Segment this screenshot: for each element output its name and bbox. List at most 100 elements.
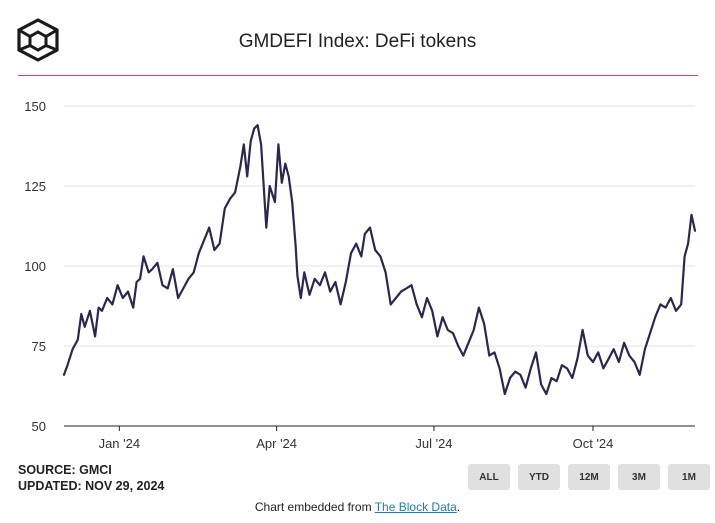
data-point[interactable] bbox=[690, 214, 693, 216]
the-block-data-link[interactable]: The Block Data bbox=[374, 500, 457, 514]
data-point[interactable] bbox=[659, 303, 662, 306]
data-point[interactable] bbox=[389, 303, 392, 306]
data-point[interactable] bbox=[467, 342, 470, 344]
data-point[interactable] bbox=[400, 290, 402, 293]
data-point[interactable] bbox=[142, 255, 145, 258]
data-point[interactable] bbox=[524, 386, 527, 389]
data-point[interactable] bbox=[530, 367, 532, 370]
data-point[interactable] bbox=[457, 345, 460, 347]
data-point[interactable] bbox=[218, 242, 221, 245]
data-point[interactable] bbox=[291, 201, 294, 203]
data-point[interactable] bbox=[561, 364, 563, 367]
data-point[interactable] bbox=[208, 226, 210, 229]
data-point[interactable] bbox=[249, 140, 252, 142]
data-point[interactable] bbox=[415, 303, 418, 306]
data-point[interactable] bbox=[127, 290, 129, 293]
data-point[interactable] bbox=[151, 268, 153, 270]
data-point[interactable] bbox=[694, 230, 696, 232]
data-point[interactable] bbox=[493, 351, 496, 354]
data-point[interactable] bbox=[284, 162, 287, 165]
data-point[interactable] bbox=[268, 185, 271, 187]
data-point[interactable] bbox=[265, 226, 268, 229]
data-point[interactable] bbox=[441, 316, 444, 318]
data-point[interactable] bbox=[618, 361, 620, 363]
range-3m-button[interactable]: 3M bbox=[618, 464, 660, 490]
data-point[interactable] bbox=[535, 351, 537, 354]
data-point[interactable] bbox=[405, 287, 408, 290]
data-point[interactable] bbox=[192, 271, 195, 274]
data-point[interactable] bbox=[66, 364, 69, 367]
data-point[interactable] bbox=[97, 306, 100, 309]
data-point[interactable] bbox=[106, 297, 108, 299]
data-point[interactable] bbox=[229, 198, 231, 200]
data-point[interactable] bbox=[80, 313, 83, 315]
data-point[interactable] bbox=[687, 242, 689, 245]
data-point[interactable] bbox=[300, 297, 302, 299]
data-point[interactable] bbox=[239, 166, 242, 168]
data-point[interactable] bbox=[287, 175, 290, 178]
data-point[interactable] bbox=[509, 377, 511, 379]
data-point[interactable] bbox=[243, 143, 245, 146]
data-point[interactable] bbox=[246, 175, 248, 178]
data-point[interactable] bbox=[122, 297, 124, 299]
data-point[interactable] bbox=[147, 271, 150, 274]
data-point[interactable] bbox=[294, 246, 297, 248]
data-point[interactable] bbox=[345, 281, 347, 283]
data-point[interactable] bbox=[472, 329, 475, 331]
data-point[interactable] bbox=[545, 393, 548, 395]
range-ytd-button[interactable]: YTD bbox=[518, 464, 560, 490]
data-point[interactable] bbox=[550, 377, 553, 379]
data-point[interactable] bbox=[364, 233, 366, 235]
data-point[interactable] bbox=[374, 249, 377, 251]
data-point[interactable] bbox=[571, 377, 574, 379]
line-chart[interactable]: 50 75 100 125 150 Jan '24 Apr '24 Jul '24 Oct '… bbox=[0, 80, 715, 458]
data-point[interactable] bbox=[94, 335, 96, 338]
data-point[interactable] bbox=[172, 268, 174, 270]
data-point[interactable] bbox=[395, 297, 397, 299]
data-point[interactable] bbox=[111, 303, 114, 306]
data-point[interactable] bbox=[101, 310, 103, 312]
data-point[interactable] bbox=[350, 252, 352, 254]
data-point[interactable] bbox=[324, 271, 326, 274]
data-point[interactable] bbox=[89, 310, 91, 312]
data-point[interactable] bbox=[71, 348, 74, 351]
data-point[interactable] bbox=[675, 310, 677, 312]
data-point[interactable] bbox=[514, 370, 516, 373]
data-point[interactable] bbox=[177, 297, 179, 299]
data-point[interactable] bbox=[303, 271, 306, 274]
range-1m-button[interactable]: 1M bbox=[668, 464, 710, 490]
range-12m-button[interactable]: 12M bbox=[568, 464, 610, 490]
data-point[interactable] bbox=[329, 290, 332, 293]
data-point[interactable] bbox=[360, 255, 363, 258]
data-point[interactable] bbox=[132, 306, 134, 309]
data-point[interactable] bbox=[203, 239, 205, 242]
data-point[interactable] bbox=[607, 358, 610, 360]
the-block-logo-icon[interactable] bbox=[16, 18, 60, 62]
data-point[interactable] bbox=[260, 143, 262, 146]
data-point[interactable] bbox=[426, 297, 428, 299]
data-point[interactable] bbox=[410, 284, 413, 286]
data-point[interactable] bbox=[224, 207, 226, 210]
range-all-button[interactable]: ALL bbox=[468, 464, 510, 490]
data-point[interactable] bbox=[592, 361, 594, 363]
data-point[interactable] bbox=[135, 281, 138, 283]
data-point[interactable] bbox=[664, 306, 667, 309]
data-point[interactable] bbox=[319, 284, 321, 286]
data-point[interactable] bbox=[597, 351, 599, 354]
data-point[interactable] bbox=[633, 361, 636, 363]
data-point[interactable] bbox=[256, 124, 259, 126]
data-point[interactable] bbox=[139, 278, 141, 280]
data-point[interactable] bbox=[296, 274, 299, 277]
data-point[interactable] bbox=[274, 201, 276, 203]
data-point[interactable] bbox=[478, 306, 480, 309]
data-point[interactable] bbox=[649, 332, 651, 334]
data-point[interactable] bbox=[644, 348, 646, 351]
series-line-gmdefi[interactable] bbox=[62, 124, 697, 396]
data-point[interactable] bbox=[116, 284, 119, 286]
data-point[interactable] bbox=[234, 191, 236, 194]
data-point[interactable] bbox=[576, 358, 579, 360]
data-point[interactable] bbox=[462, 354, 465, 357]
data-point[interactable] bbox=[452, 332, 454, 334]
data-point[interactable] bbox=[339, 303, 342, 306]
data-point[interactable] bbox=[680, 303, 682, 306]
